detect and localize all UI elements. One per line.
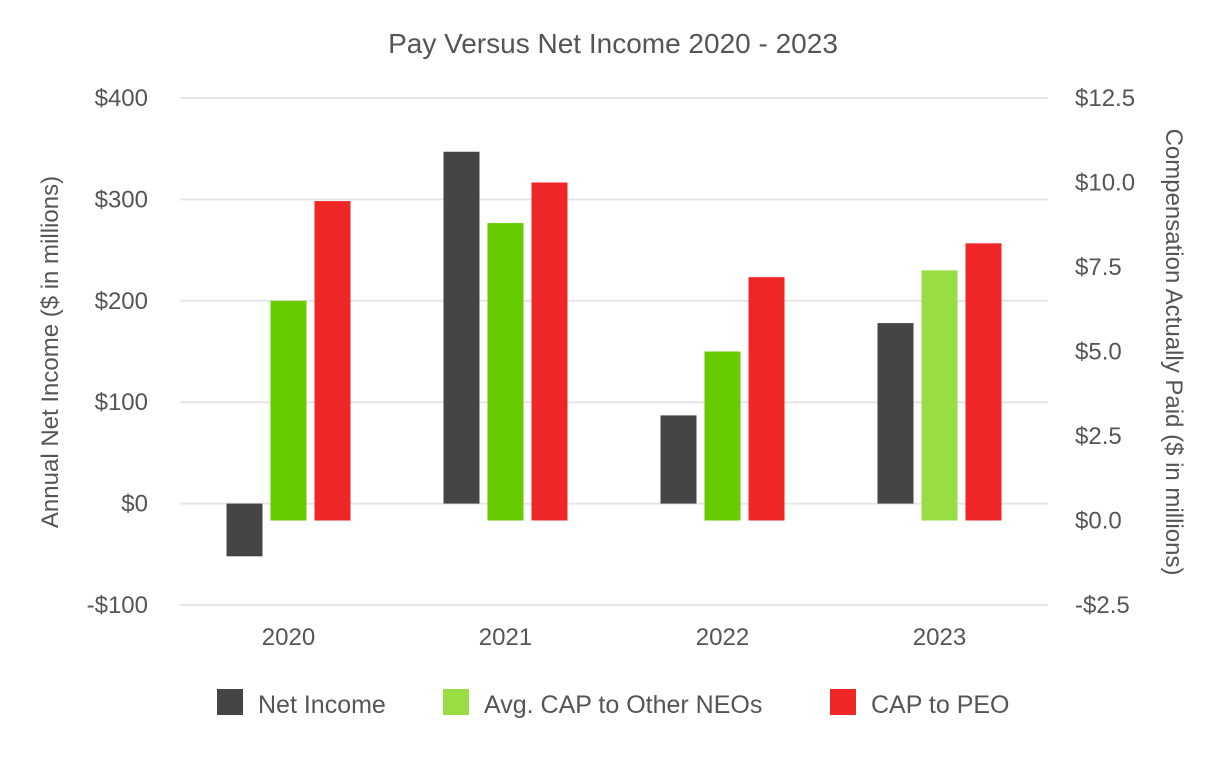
x-axis-tick-label: 2022 xyxy=(696,624,749,651)
right-axis-tick-label: $12.5 xyxy=(1075,85,1135,112)
bar xyxy=(660,415,697,504)
legend-label: Avg. CAP to Other NEOs xyxy=(484,691,762,719)
bar xyxy=(965,243,1002,521)
right-axis-title: Compensation Actually Paid ($ in million… xyxy=(1160,129,1187,576)
legend-swatch xyxy=(217,689,243,715)
right-axis-tick-label: $2.5 xyxy=(1075,423,1122,450)
bar xyxy=(921,270,958,521)
gridlines xyxy=(180,97,1048,606)
right-axis-tick-label: $7.5 xyxy=(1075,254,1122,281)
right-axis-tick-label: $0.0 xyxy=(1075,508,1122,535)
x-axis-ticks: 2020 2021 2022 2023 xyxy=(262,624,966,651)
bar xyxy=(704,351,741,521)
bar xyxy=(314,201,351,521)
bar xyxy=(270,300,307,521)
left-axis-tick-label: $200 xyxy=(95,288,148,315)
chart-title: Pay Versus Net Income 2020 - 2023 xyxy=(388,28,838,59)
right-axis-tick-label: -$2.5 xyxy=(1075,592,1130,619)
bar xyxy=(877,323,914,504)
bars xyxy=(226,151,1002,557)
x-axis-tick-label: 2021 xyxy=(479,624,532,651)
x-axis-tick-label: 2023 xyxy=(913,624,966,651)
right-axis-tick-label: $10.0 xyxy=(1075,170,1135,197)
left-axis-tick-label: $100 xyxy=(95,389,148,416)
bar xyxy=(748,277,785,521)
left-axis-tick-label: -$100 xyxy=(87,592,148,619)
legend-swatch xyxy=(830,689,856,715)
x-axis-tick-label: 2020 xyxy=(262,624,315,651)
left-axis-title: Annual Net Income ($ in millions) xyxy=(37,176,64,528)
legend-swatch xyxy=(443,689,469,715)
left-axis-tick-label: $300 xyxy=(95,186,148,213)
legend-label: Net Income xyxy=(258,691,386,719)
bar xyxy=(226,503,263,557)
left-axis-tick-label: $0 xyxy=(121,491,148,518)
legend-label: CAP to PEO xyxy=(871,691,1010,719)
right-axis-ticks: -$2.5 $0.0 $2.5 $5.0 $7.5 $10.0 $12.5 xyxy=(1075,85,1135,619)
bar xyxy=(443,151,480,504)
left-axis-tick-label: $400 xyxy=(95,85,148,112)
bar xyxy=(531,182,568,521)
right-axis-tick-label: $5.0 xyxy=(1075,339,1122,366)
bar xyxy=(487,223,524,521)
legend: Net Income Avg. CAP to Other NEOs CAP to P… xyxy=(217,689,1010,719)
left-axis-ticks: -$100 $0 $100 $200 $300 $400 xyxy=(87,85,148,619)
